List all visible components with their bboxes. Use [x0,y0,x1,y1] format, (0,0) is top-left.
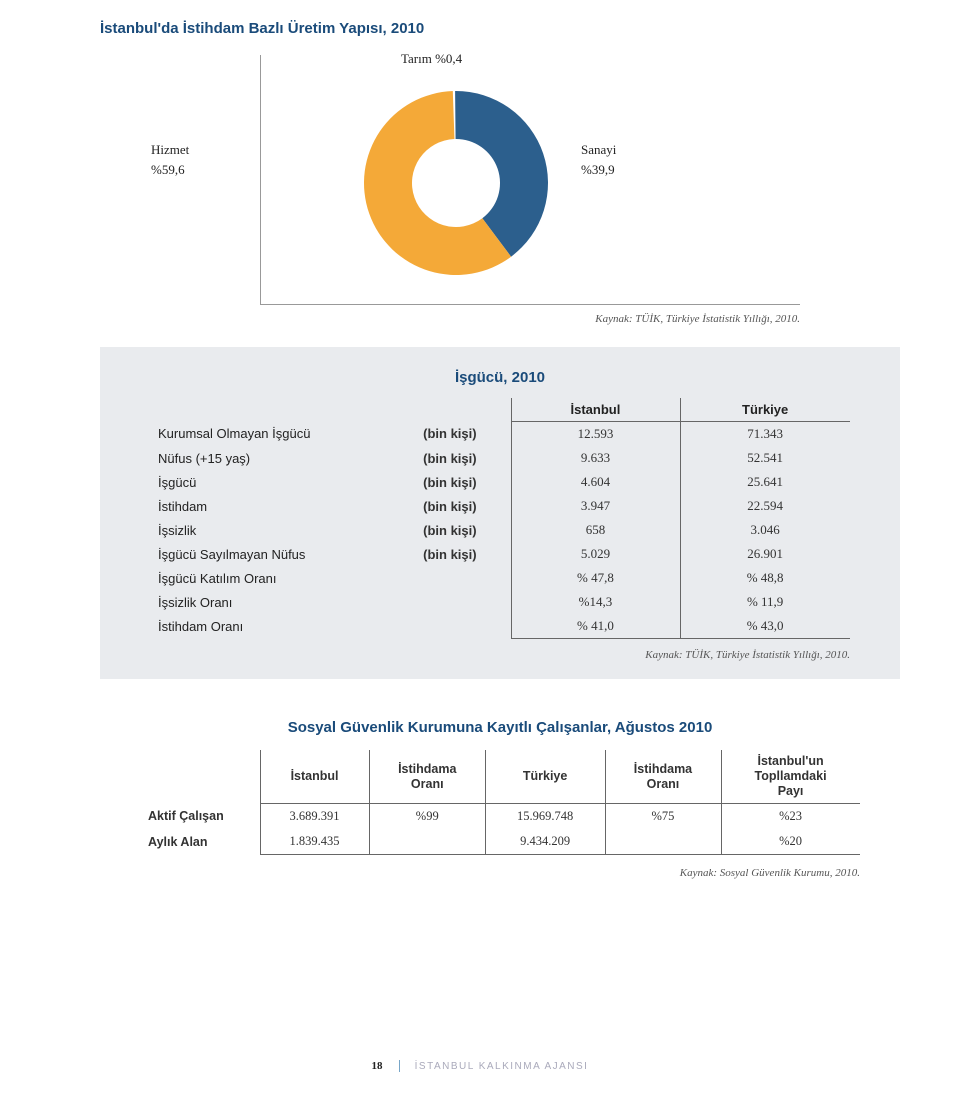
value-istanbul: 658 [511,518,681,542]
page-footer: 18 İSTANBUL KALKINMA AJANSI [0,1060,960,1072]
indicator-label: İşgücü Katılım Oranı [150,566,415,590]
labor-panel: İşgücü, 2010 İstanbul Türkiye Kurumsal O… [100,347,900,679]
table-cell: %23 [721,804,860,830]
col-header-istanbul: İstanbul [511,398,681,422]
indicator-label: İstihdam Oranı [150,614,415,639]
table-cell: 15.969.748 [485,804,604,830]
value-turkiye: % 48,8 [680,566,850,590]
row-label: Aktif Çalışan [140,804,260,830]
t: Oranı [647,777,680,791]
indicator-unit: (bin kişi) [415,518,510,542]
table-cell: 1.839.435 [260,829,369,855]
value-istanbul: 12.593 [511,422,681,447]
table-cell: 3.689.391 [260,804,369,830]
col-h-istihdama-1: İstihdama Oranı [369,750,485,804]
page-number: 18 [372,1060,383,1072]
label: Hizmet [151,140,189,160]
value-turkiye: 22.594 [680,494,850,518]
value-turkiye: 3.046 [680,518,850,542]
value-istanbul: %14,3 [511,590,681,614]
table-cell: 9.434.209 [485,829,604,855]
indicator-label: Kurumsal Olmayan İşgücü [150,422,415,447]
indicator-label: İşgücü [150,470,415,494]
value-istanbul: 3.947 [511,494,681,518]
label-pct: %39,9 [581,160,616,180]
chart-title: İstanbul'da İstihdam Bazlı Üretim Yapısı… [100,20,900,37]
footer-text: İSTANBUL KALKINMA AJANSI [415,1061,589,1072]
t: İstanbul'un [757,754,823,768]
value-turkiye: 26.901 [680,542,850,566]
value-turkiye: 52.541 [680,446,850,470]
slice-label-sanayi: Sanayi %39,9 [581,140,616,179]
col-h-istanbul: İstanbul [260,750,369,804]
indicator-unit: (bin kişi) [415,422,510,447]
panel-source: Kaynak: TÜİK, Türkiye İstatistik Yıllığı… [150,649,850,661]
label: Sanayi [581,140,616,160]
donut-chart-frame: Tarım %0,4 Hizmet %59,6 Sanayi %39,9 [260,55,800,305]
value-istanbul: 5.029 [511,542,681,566]
table-cell: %99 [369,804,485,830]
indicator-label: İşsizlik Oranı [150,590,415,614]
col-h-pay: İstanbul'un Topllamdaki Payı [721,750,860,804]
indicator-unit: (bin kişi) [415,470,510,494]
col-header-turkiye: Türkiye [680,398,850,422]
value-turkiye: % 11,9 [680,590,850,614]
indicator-unit [415,566,510,590]
t: İstihdama [398,762,456,776]
col-h-turkiye: Türkiye [485,750,604,804]
row-label: Aylık Alan [140,829,260,855]
indicator-unit: (bin kişi) [415,446,510,470]
value-istanbul: % 47,8 [511,566,681,590]
chart-source: Kaynak: TÜİK, Türkiye İstatistik Yıllığı… [100,313,800,325]
sgk-source: Kaynak: Sosyal Güvenlik Kurumu, 2010. [140,867,860,879]
slice-label-hizmet: Hizmet %59,6 [151,140,189,179]
footer-divider [399,1060,400,1072]
value-istanbul: % 41,0 [511,614,681,639]
t: Oranı [411,777,444,791]
value-turkiye: % 43,0 [680,614,850,639]
labor-table: İstanbul Türkiye Kurumsal Olmayan İşgücü… [150,398,850,639]
indicator-unit [415,590,510,614]
value-turkiye: 71.343 [680,422,850,447]
slice-label-tarim: Tarım %0,4 [401,51,462,67]
indicator-unit [415,614,510,639]
indicator-label: İşsizlik [150,518,415,542]
indicator-label: İstihdam [150,494,415,518]
sgk-title: Sosyal Güvenlik Kurumuna Kayıtlı Çalışan… [100,719,900,736]
value-turkiye: 25.641 [680,470,850,494]
indicator-label: Nüfus (+15 yaş) [150,446,415,470]
table-cell: %75 [605,804,721,830]
donut-chart [356,83,556,288]
value-istanbul: 4.604 [511,470,681,494]
table-cell: %20 [721,829,860,855]
t: Topllamdaki [755,769,827,783]
panel-title: İşgücü, 2010 [150,369,850,386]
indicator-unit: (bin kişi) [415,542,510,566]
indicator-unit: (bin kişi) [415,494,510,518]
table-cell [605,829,721,855]
sgk-table: İstanbul İstihdama Oranı Türkiye İstihda… [140,750,860,855]
t: İstihdama [634,762,692,776]
t: Payı [778,784,804,798]
table-cell [369,829,485,855]
value-istanbul: 9.633 [511,446,681,470]
indicator-label: İşgücü Sayılmayan Nüfus [150,542,415,566]
col-h-istihdama-2: İstihdama Oranı [605,750,721,804]
label-pct: %59,6 [151,160,189,180]
